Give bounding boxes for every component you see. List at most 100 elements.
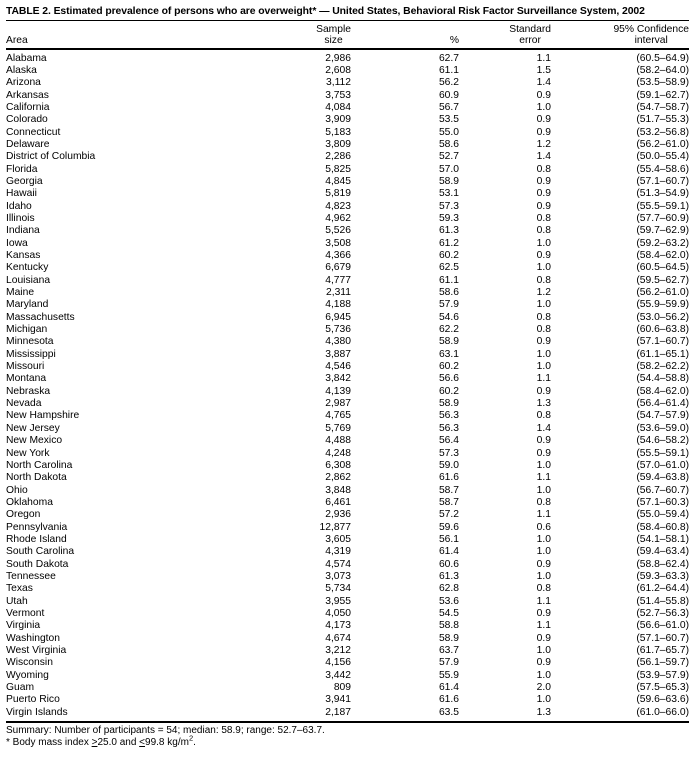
cell-percent: 61.1 xyxy=(438,64,459,76)
cell-area: Iowa xyxy=(6,237,28,249)
table-row: New Jersey 5,769 56.3 1.4 (53.6–59.0) xyxy=(6,423,689,435)
cell-confidence-interval: (56.6–61.0) xyxy=(636,620,689,632)
table-row: Illinois 4,962 59.3 0.8 (57.7–60.9) xyxy=(6,213,689,225)
cell-sample-size: 4,823 xyxy=(325,200,351,212)
cell-percent: 55.9 xyxy=(438,669,459,681)
table-row: Washington 4,674 58.9 0.9 (57.1–60.7) xyxy=(6,633,689,645)
cell-area: Montana xyxy=(6,373,47,385)
cell-percent: 60.6 xyxy=(438,558,459,570)
cell-standard-error: 1.0 xyxy=(536,348,551,360)
cell-area: Delaware xyxy=(6,138,50,150)
cell-confidence-interval: (58.4–62.0) xyxy=(636,385,689,397)
cell-sample-size: 6,461 xyxy=(325,496,351,508)
cell-area: Guam xyxy=(6,682,35,694)
cell-confidence-interval: (61.7–65.7) xyxy=(636,645,689,656)
cell-percent: 60.9 xyxy=(438,89,459,101)
table-row: Arkansas 3,753 60.9 0.9 (59.1–62.7) xyxy=(6,90,689,102)
cell-sample-size: 3,842 xyxy=(325,373,351,385)
cell-area: Alabama xyxy=(6,52,47,64)
col-header-sample-size: Sample size xyxy=(251,21,351,50)
cell-sample-size: 4,188 xyxy=(325,299,351,311)
cell-confidence-interval: (55.4–58.6) xyxy=(636,163,689,175)
cell-area: Pennsylvania xyxy=(6,521,68,533)
cell-area: Washington xyxy=(6,632,60,644)
table-row: Hawaii 5,819 53.1 0.9 (51.3–54.9) xyxy=(6,188,689,200)
cell-percent: 59.0 xyxy=(438,459,459,471)
cell-percent: 61.4 xyxy=(438,546,459,558)
cell-sample-size: 5,819 xyxy=(325,188,351,200)
cell-area: New Hampshire xyxy=(6,410,80,422)
cell-standard-error: 1.3 xyxy=(536,398,551,410)
col-header-confidence-interval: 95% Confidence interval xyxy=(551,21,689,50)
cell-standard-error: 0.9 xyxy=(536,250,551,261)
cell-confidence-interval: (54.6–58.2) xyxy=(636,435,689,447)
cell-standard-error: 1.1 xyxy=(536,509,551,521)
cell-standard-error: 0.8 xyxy=(536,225,551,237)
cell-standard-error: 0.9 xyxy=(536,175,551,187)
cell-sample-size: 2,986 xyxy=(325,52,351,64)
cell-standard-error: 1.2 xyxy=(536,138,551,150)
table-row: New Mexico 4,488 56.4 0.9 (54.6–58.2) xyxy=(6,435,689,447)
cell-sample-size: 809 xyxy=(333,682,351,694)
cell-sample-size: 4,319 xyxy=(325,546,351,558)
cell-area: Puerto Rico xyxy=(6,694,60,706)
cell-percent: 54.5 xyxy=(438,607,459,619)
cell-area: Louisiana xyxy=(6,274,51,286)
prevalence-table: Area Sample size % Standard error 95% Conf… xyxy=(6,21,689,724)
table-row: California 4,084 56.7 1.0 (54.7–58.7) xyxy=(6,102,689,114)
cell-percent: 56.2 xyxy=(438,77,459,89)
cell-standard-error: 0.9 xyxy=(536,447,551,459)
cell-confidence-interval: (59.4–63.4) xyxy=(636,546,689,558)
table-title: TABLE 2. Estimated prevalence of persons… xyxy=(6,5,689,21)
cell-confidence-interval: (55.9–59.9) xyxy=(636,299,689,311)
cell-percent: 56.7 xyxy=(438,101,459,113)
table-row: Minnesota 4,380 58.9 0.9 (57.1–60.7) xyxy=(6,336,689,348)
cell-percent: 52.7 xyxy=(438,151,459,163)
cell-standard-error: 1.1 xyxy=(536,472,551,484)
cell-sample-size: 4,173 xyxy=(325,620,351,632)
cell-standard-error: 0.8 xyxy=(536,496,551,508)
cell-sample-size: 4,248 xyxy=(325,447,351,459)
cell-confidence-interval: (56.2–61.0) xyxy=(636,287,689,299)
cell-sample-size: 2,936 xyxy=(325,509,351,521)
cell-percent: 60.2 xyxy=(438,361,459,373)
cell-area: West Virginia xyxy=(6,645,67,656)
cell-area: Maryland xyxy=(6,299,49,311)
cell-sample-size: 3,442 xyxy=(325,669,351,681)
cell-sample-size: 3,955 xyxy=(325,595,351,607)
cell-standard-error: 0.9 xyxy=(536,632,551,644)
cell-area: Kansas xyxy=(6,250,41,261)
cell-sample-size: 4,962 xyxy=(325,212,351,224)
table-row: Virgin Islands 2,187 63.5 1.3 (61.0–66.0) xyxy=(6,706,689,724)
cell-confidence-interval: (56.2–61.0) xyxy=(636,138,689,150)
cell-area: South Dakota xyxy=(6,558,69,570)
cell-confidence-interval: (51.3–54.9) xyxy=(636,188,689,200)
table-row: Texas 5,734 62.8 0.8 (61.2–64.4) xyxy=(6,583,689,595)
cell-sample-size: 3,073 xyxy=(325,570,351,582)
cell-standard-error: 1.4 xyxy=(536,422,551,434)
cell-confidence-interval: (59.5–62.7) xyxy=(636,274,689,286)
table-row: Colorado 3,909 53.5 0.9 (51.7–55.3) xyxy=(6,114,689,126)
cell-sample-size: 3,809 xyxy=(325,138,351,150)
cell-confidence-interval: (54.4–58.8) xyxy=(636,373,689,385)
cell-area: Rhode Island xyxy=(6,533,67,545)
table-row: Guam 809 61.4 2.0 (57.5–65.3) xyxy=(6,682,689,694)
footnote-marker: * xyxy=(6,737,13,749)
cell-percent: 56.1 xyxy=(438,533,459,545)
cell-standard-error: 1.0 xyxy=(536,262,551,274)
cell-standard-error: 0.8 xyxy=(536,163,551,175)
cell-sample-size: 6,308 xyxy=(325,459,351,471)
cell-confidence-interval: (59.2–63.2) xyxy=(636,237,689,249)
cell-percent: 62.7 xyxy=(438,52,459,64)
cell-area: Massachusetts xyxy=(6,311,75,323)
cell-area: Tennessee xyxy=(6,570,56,582)
cell-confidence-interval: (58.4–60.8) xyxy=(636,521,689,533)
table-row: Alabama 2,986 62.7 1.1 (60.5–64.9) xyxy=(6,49,689,65)
table-row: Rhode Island 3,605 56.1 1.0 (54.1–58.1) xyxy=(6,534,689,546)
cell-confidence-interval: (55.0–59.4) xyxy=(636,509,689,521)
cell-area: Arkansas xyxy=(6,89,49,101)
cell-confidence-interval: (59.4–63.8) xyxy=(636,472,689,484)
cell-area: Mississippi xyxy=(6,348,56,360)
table-row: Florida 5,825 57.0 0.8 (55.4–58.6) xyxy=(6,164,689,176)
cell-area: New York xyxy=(6,447,50,459)
